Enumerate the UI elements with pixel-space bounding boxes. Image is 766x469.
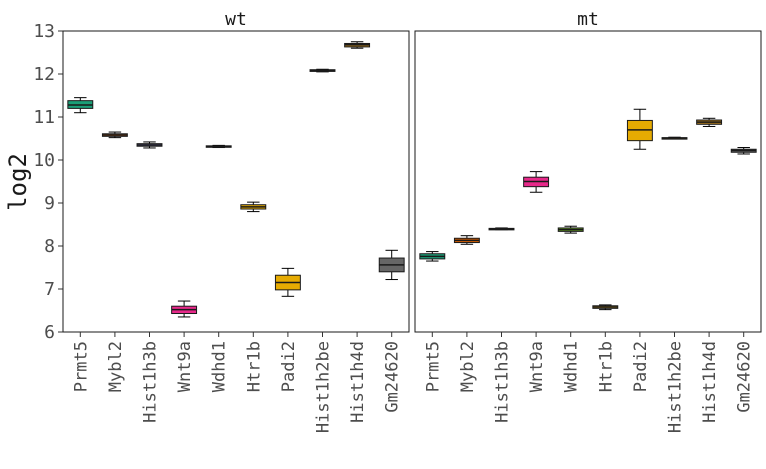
y-tick-label: 10 [33, 150, 55, 171]
x-tick-label: Hist1h4d [348, 341, 368, 423]
y-axis-label: log2 [4, 153, 32, 211]
x-tick-label: Hist1h3b [141, 341, 161, 423]
x-tick-label: Wdhd1 [562, 341, 582, 392]
x-tick-label: Wdhd1 [210, 341, 230, 392]
x-tick-label: Mybl2 [106, 341, 126, 392]
x-tick-label: Hist1h2be [314, 341, 334, 433]
x-tick-label: Wnt9a [175, 341, 195, 392]
x-tick-label: Wnt9a [527, 341, 547, 392]
y-tick-label: 12 [33, 64, 55, 85]
y-tick-label: 13 [33, 21, 55, 42]
x-tick-label: Gm24620 [383, 341, 403, 413]
facet-title-mt: mt [577, 9, 599, 30]
x-tick-label: Padi2 [631, 341, 651, 392]
x-tick-label: Hist1h2be [666, 341, 686, 433]
x-tick-label: Hist1h4d [700, 341, 720, 423]
y-tick-label: 6 [44, 322, 55, 343]
panel-frame-mt [414, 30, 762, 333]
y-tick-label: 9 [44, 193, 55, 214]
panel-frame-wt [62, 30, 410, 333]
x-tick-label: Hist1h3b [493, 341, 513, 423]
x-tick-label: Htr1b [244, 341, 264, 392]
y-tick-label: 8 [44, 236, 55, 257]
x-tick-label: Mybl2 [458, 341, 478, 392]
x-tick-label: Padi2 [279, 341, 299, 392]
x-tick-label: Htr1b [596, 341, 616, 392]
x-tick-label: Gm24620 [735, 341, 755, 413]
facet-title-wt: wt [225, 9, 247, 30]
x-tick-label: Prmt5 [423, 341, 443, 392]
y-tick-label: 7 [44, 279, 55, 300]
y-tick-label: 11 [33, 107, 55, 128]
x-tick-label: Prmt5 [71, 341, 91, 392]
